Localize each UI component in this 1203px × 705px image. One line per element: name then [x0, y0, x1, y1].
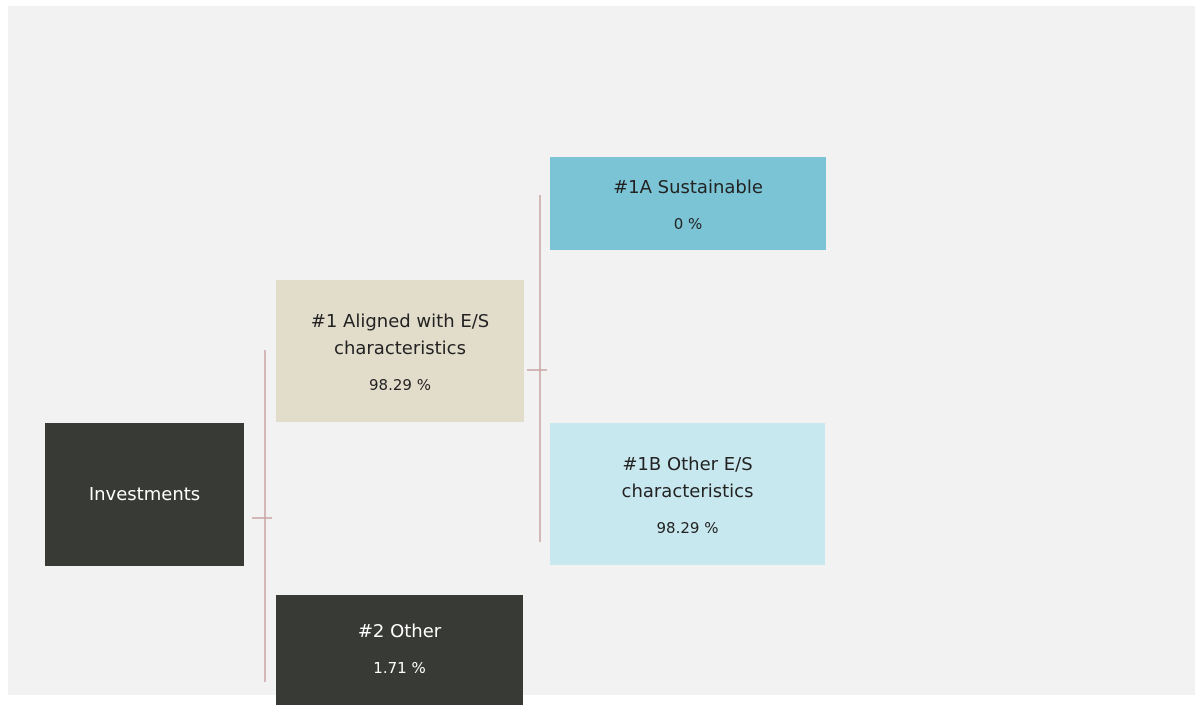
- node-sustainable: #1A Sustainable 0 %: [550, 157, 826, 250]
- node-label: Investments: [88, 484, 201, 505]
- node-other: #2 Other 1.71 %: [276, 595, 523, 705]
- node-aligned: #1 Aligned with E/S characteristics 98.2…: [276, 280, 524, 422]
- node-label: #1B Other E/S characteristics: [621, 454, 754, 502]
- node-investments: Investments: [45, 423, 244, 566]
- node-other-es: #1B Other E/S characteristics 98.29 %: [550, 423, 825, 565]
- node-label: #2 Other: [357, 620, 442, 642]
- node-value: 0 %: [673, 215, 703, 233]
- node-value: 1.71 %: [373, 658, 426, 677]
- node-label: #1 Aligned with E/S characteristics: [310, 311, 490, 359]
- node-label: #1A Sustainable: [613, 177, 763, 198]
- node-value: 98.29 %: [369, 376, 431, 394]
- node-value: 98.29 %: [656, 519, 719, 537]
- panel: [8, 6, 1195, 695]
